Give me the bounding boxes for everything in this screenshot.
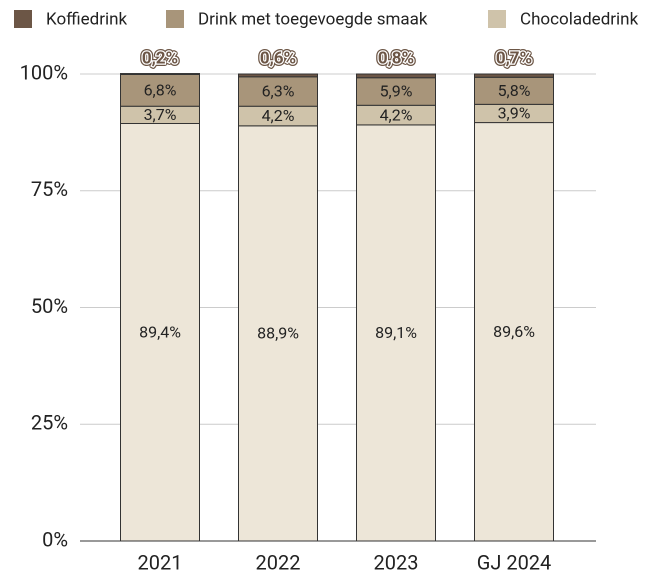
x-tick-label: 2022 — [256, 550, 301, 574]
value-label: 0,2% — [142, 48, 178, 68]
value-label: 3,7% — [144, 105, 177, 124]
value-label: 4,2% — [380, 105, 413, 124]
value-label: 3,9% — [498, 104, 531, 123]
y-tick-label: 100% — [20, 60, 68, 84]
bar-segment — [474, 76, 554, 105]
value-label: 6,8% — [144, 81, 177, 100]
y-tick-label: 25% — [31, 411, 68, 435]
value-label: 0,7% — [496, 48, 532, 68]
value-label: 0,6% — [260, 48, 296, 68]
bar-segment — [120, 73, 200, 107]
legend-swatch — [166, 10, 184, 28]
y-tick-label: 50% — [31, 294, 68, 318]
legend-label: Chocoladedrink — [520, 9, 639, 29]
bar-segment — [356, 73, 436, 79]
y-tick-label: 0% — [42, 527, 68, 551]
value-label: 0,7% — [496, 48, 532, 68]
legend-label: Drink met toegevoegde smaak — [198, 9, 428, 29]
value-label: 0,6% — [260, 48, 296, 68]
value-label: 89,6% — [493, 322, 535, 341]
x-tick-label: GJ 2024 — [477, 550, 552, 574]
x-tick-label: 2021 — [138, 550, 183, 574]
legend-label: Koffiedrink — [46, 9, 128, 29]
bar-segment — [238, 73, 318, 78]
value-label: 0,8% — [378, 48, 414, 68]
value-label: 88,9% — [257, 324, 299, 343]
bar-segment — [238, 76, 318, 107]
bar-segment — [356, 124, 436, 542]
bar-segment — [474, 122, 554, 542]
value-label: 5,9% — [380, 82, 413, 101]
bar-segment — [238, 125, 318, 542]
y-tick-label: 75% — [31, 177, 68, 201]
bar-segment — [120, 73, 200, 75]
value-label: 5,8% — [498, 81, 531, 100]
bar-segment — [356, 77, 436, 106]
value-label: 0,2% — [142, 48, 178, 68]
value-label: 4,2% — [262, 106, 295, 125]
bar-segment — [474, 73, 554, 78]
legend-swatch — [14, 10, 32, 28]
value-label: 6,3% — [262, 82, 295, 101]
bar-segment — [120, 123, 200, 542]
value-label: 0,8% — [378, 48, 414, 68]
value-label: 89,4% — [139, 322, 181, 341]
legend-swatch — [488, 10, 506, 28]
x-tick-label: 2023 — [374, 550, 419, 574]
value-label: 89,1% — [375, 323, 417, 342]
